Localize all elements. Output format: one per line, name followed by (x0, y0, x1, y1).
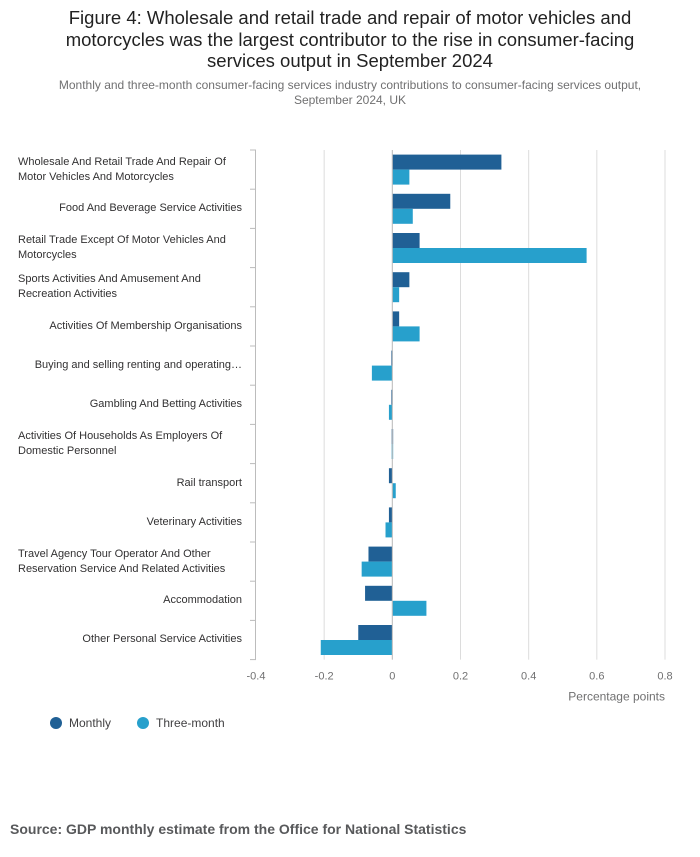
bar-three-month (392, 169, 410, 185)
bar-three-month (392, 248, 587, 263)
category-label: Other Personal Service Activities (82, 633, 242, 646)
chart-subtitle: Monthly and three-month consumer-facing … (58, 78, 642, 107)
category-label: Rail transport (176, 476, 242, 489)
legend-swatch-monthly (50, 717, 62, 729)
bar-three-month (392, 287, 400, 303)
bar-monthly (388, 468, 393, 484)
x-tick-label: -0.4 (247, 671, 266, 683)
category-label: Veterinary Activities (146, 515, 242, 528)
bar-monthly (392, 233, 420, 248)
category-label: Retail Trade Except Of Motor Vehicles An… (18, 233, 226, 261)
x-tick-label: 0.8 (657, 671, 672, 683)
category-label: Food And Beverage Service Activities (59, 202, 242, 215)
bar-three-month (320, 640, 393, 655)
bar-three-month (392, 483, 396, 499)
x-tick-label: 0 (389, 671, 395, 683)
category-label: Accommodation (163, 594, 242, 607)
category-label: Wholesale And Retail Trade And Repair Of… (18, 155, 226, 183)
bar-monthly (365, 585, 393, 601)
x-axis-title: Percentage points (568, 690, 665, 704)
bar-monthly (368, 546, 393, 562)
x-tick-label: 0.6 (589, 671, 604, 683)
source-note: Source: GDP monthly estimate from the Of… (10, 821, 467, 837)
bar-chart: -0.4 -0.2 0 0.2 0.4 0.6 0.8 Percentage points (247, 149, 673, 704)
bar-three-month (388, 404, 393, 420)
x-tick-label: 0.4 (521, 671, 536, 683)
category-label: Gambling And Betting Activities (89, 398, 242, 411)
x-tick-label: 0.2 (453, 671, 468, 683)
bar-three-month (392, 208, 413, 224)
legend-label-three-month: Three-month (156, 716, 225, 730)
legend-item-three-month[interactable]: Three-month (137, 716, 225, 730)
bar-monthly (392, 311, 400, 327)
legend-item-monthly[interactable]: Monthly (50, 716, 111, 730)
x-tick-label: -0.2 (315, 671, 334, 683)
category-label: Sports Activities And Amusement And Recr… (18, 273, 201, 301)
category-label: Buying and selling renting and operating… (34, 359, 242, 372)
bar-three-month (361, 561, 393, 577)
category-label: Travel Agency Tour Operator And Other Re… (18, 547, 226, 575)
chart-title: Figure 4: Wholesale and retail trade and… (65, 7, 635, 71)
category-label: Activities Of Membership Organisations (49, 319, 242, 332)
category-label: Activities Of Households As Employers Of… (18, 429, 223, 457)
bar-three-month (392, 326, 420, 342)
bar-three-month (392, 600, 427, 616)
legend-label-monthly: Monthly (69, 716, 112, 730)
bar-three-month (385, 522, 393, 538)
bar-monthly (392, 193, 451, 209)
bar-monthly (358, 625, 393, 640)
bar-three-month (371, 365, 393, 381)
legend: Monthly Three-month (50, 716, 225, 730)
bar-monthly (392, 154, 502, 170)
legend-swatch-three-month (137, 717, 150, 729)
bar-monthly (392, 272, 410, 288)
bar-monthly (388, 507, 393, 523)
